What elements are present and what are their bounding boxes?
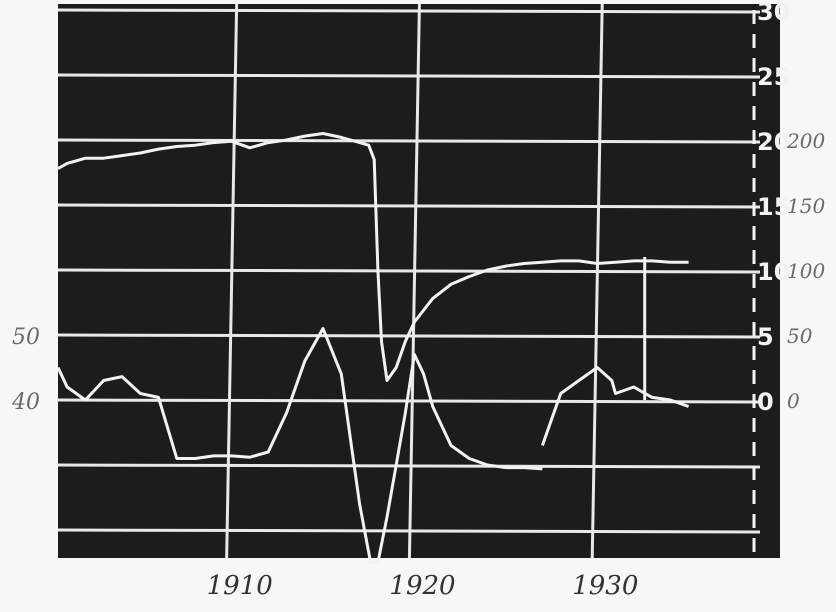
horizontal-gridlines [57, 8, 761, 534]
x-tick-label: 1920 [389, 571, 455, 601]
handwritten-right-label: 50 [787, 324, 813, 348]
x-tick-label: 1930 [572, 571, 638, 601]
gridline-v [225, 3, 239, 559]
handwritten-right-label: 0 [787, 389, 800, 413]
handwritten-right-label: 150 [787, 194, 825, 218]
y-tick-label-right: 10 [757, 258, 790, 286]
gridline-h [57, 73, 761, 79]
trace-1 [57, 132, 416, 382]
y-tick-label-right: 15 [757, 193, 790, 221]
y-tick-label-right: 0 [757, 388, 774, 416]
handwritten-right-label: 200 [786, 129, 825, 153]
gridline-h [57, 463, 761, 469]
traces [56, 132, 690, 564]
x-tick-label: 1910 [207, 571, 273, 601]
trace-2 [413, 259, 689, 323]
y-tick-label-right: 5 [757, 323, 774, 351]
handwritten-left-label: 40 [11, 390, 40, 415]
gridline-h [57, 398, 761, 404]
vertical-gridlines [225, 3, 604, 559]
gridline-v [407, 3, 421, 559]
gridline-h [57, 138, 761, 144]
gridline-h [57, 203, 761, 209]
y-tick-label-right: 30 [757, 0, 790, 26]
gridline-h [57, 8, 761, 14]
labels: 0 5 10 15 20 25 30 200 150 100 50 0 50 40 1910 1920 1930 [11, 0, 825, 601]
gridline-h [57, 268, 761, 274]
y-tick-label-right: 25 [757, 63, 790, 91]
trace-3 [56, 327, 543, 564]
handwritten-right-label: 100 [787, 259, 825, 283]
gridline-v [590, 3, 604, 559]
y-tick-label-right: 20 [757, 128, 790, 156]
trace-4 [540, 366, 690, 446]
handwritten-left-label: 50 [12, 325, 40, 350]
